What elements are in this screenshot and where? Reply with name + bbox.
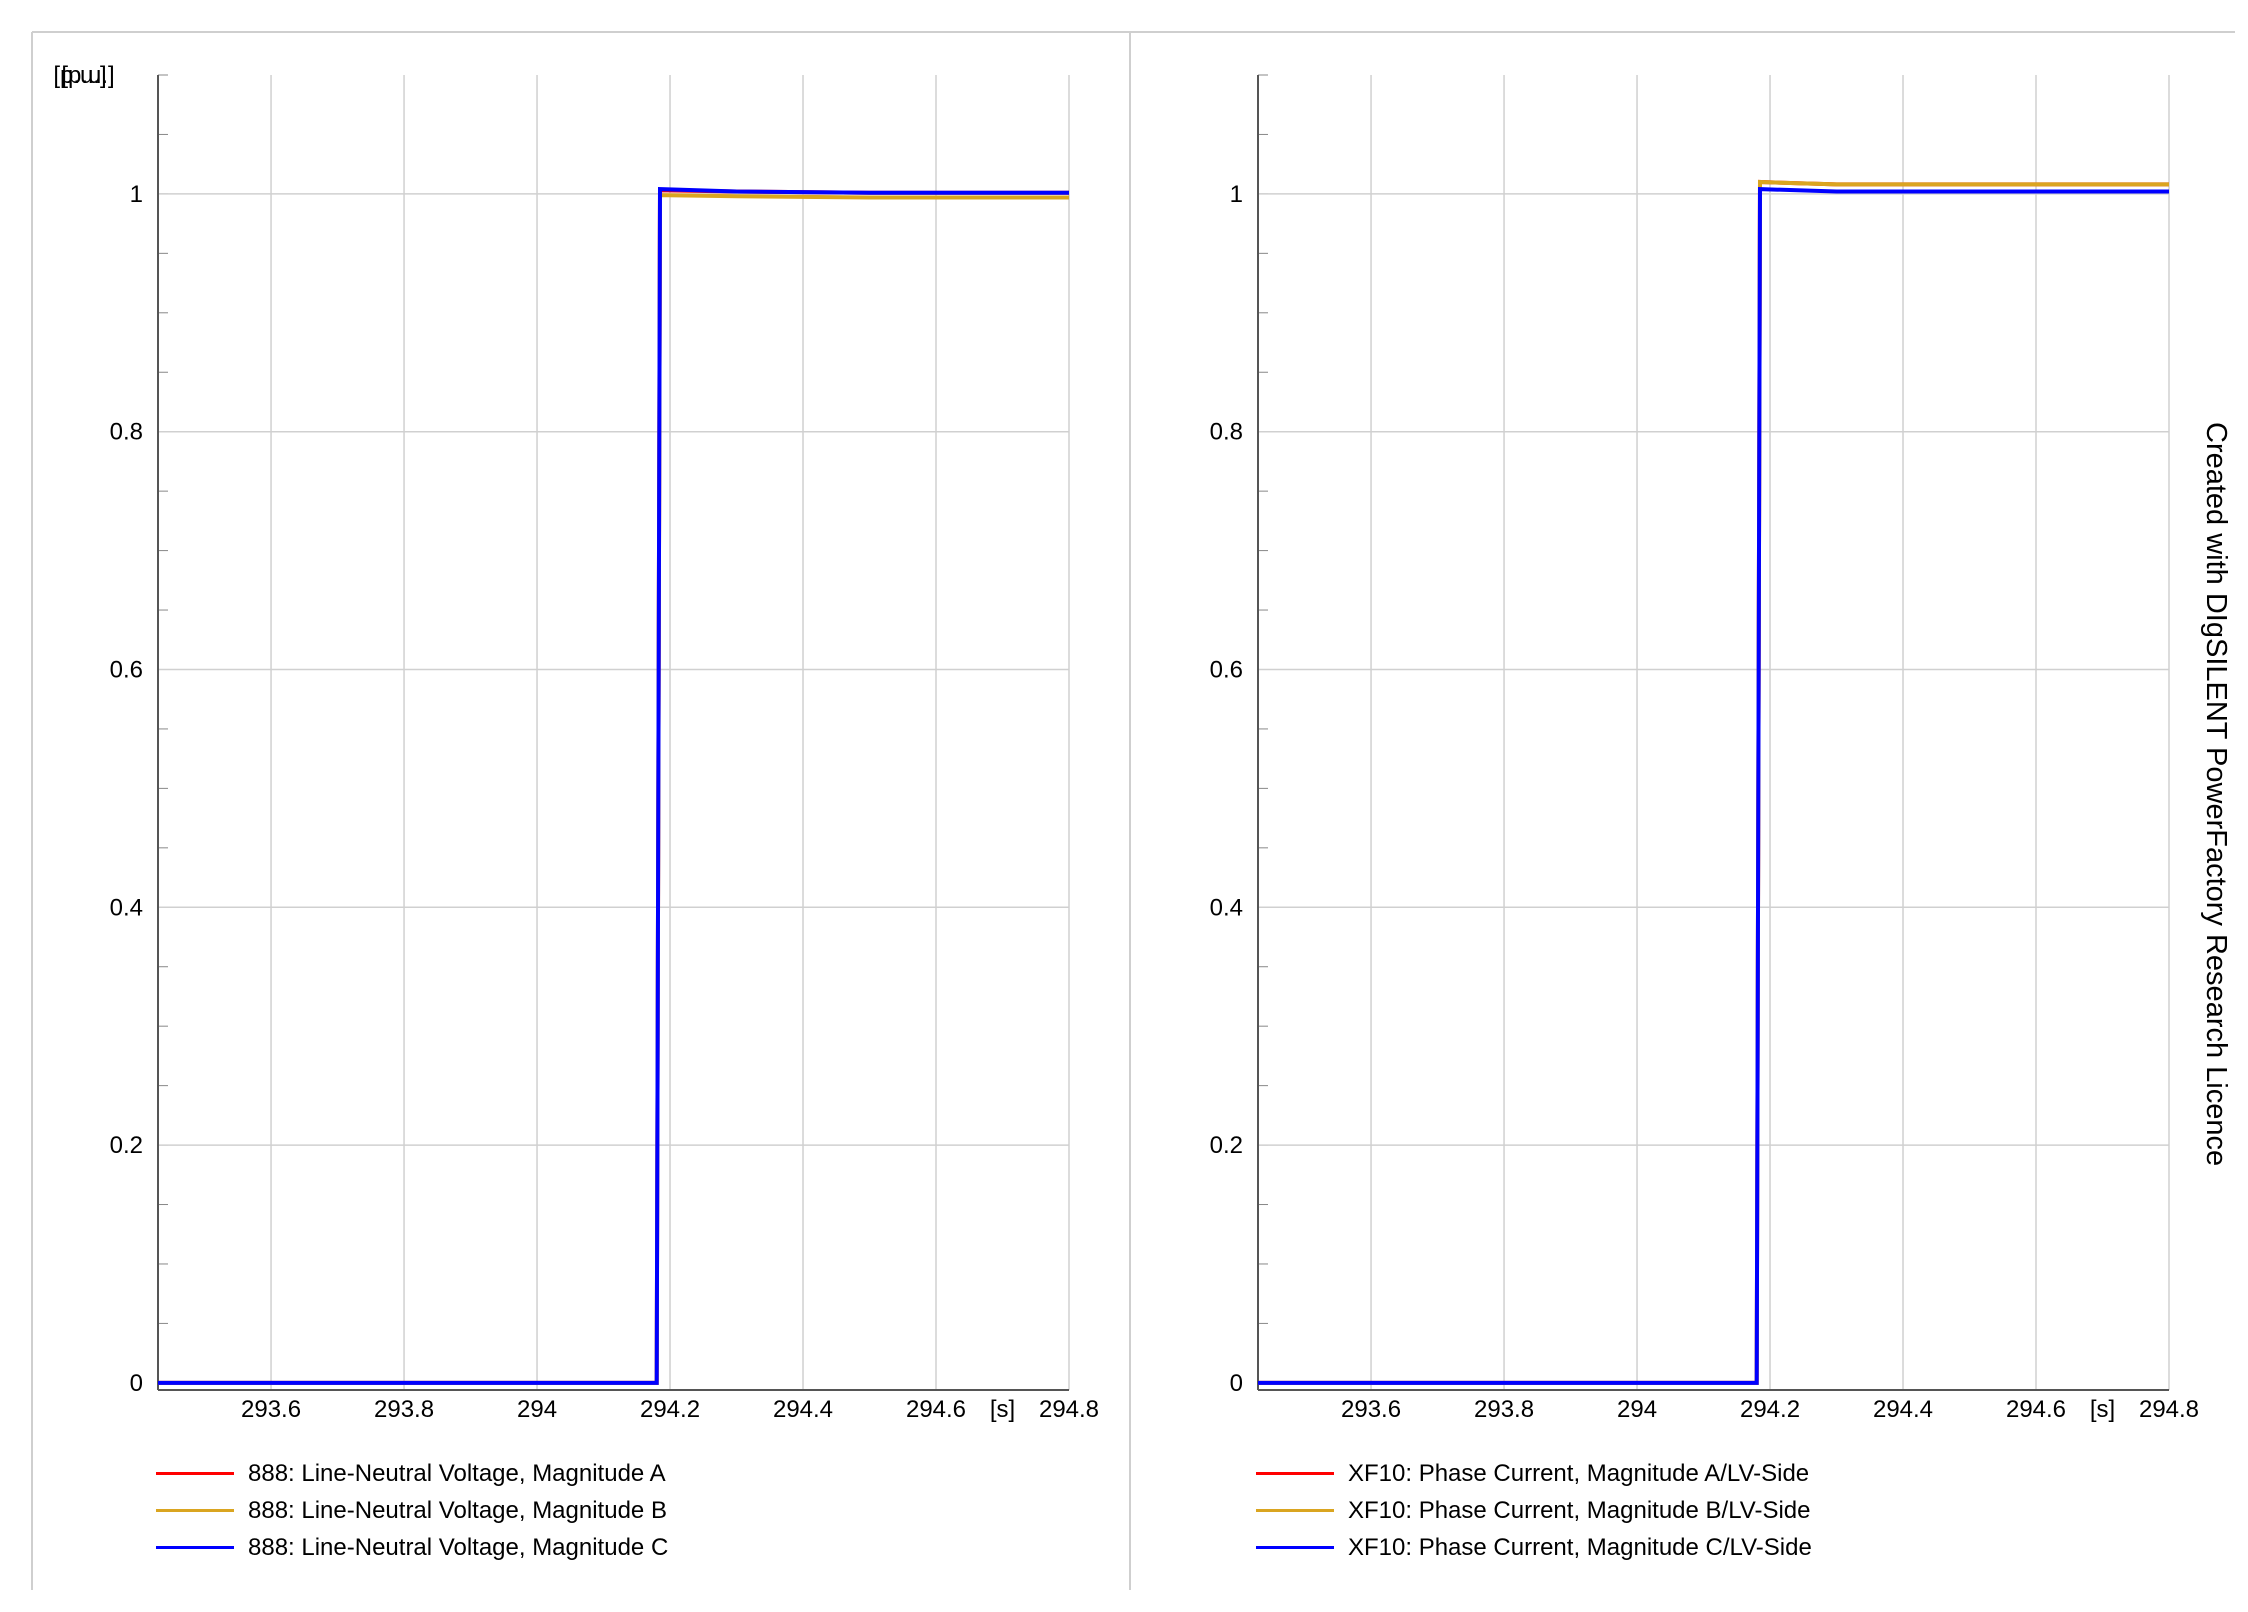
x-tick-label: 294.2 bbox=[1740, 1396, 1800, 1423]
legend-swatch-red bbox=[156, 1472, 234, 1475]
x-tick-label: 294 bbox=[517, 1396, 557, 1423]
legend-swatch-blue bbox=[156, 1546, 234, 1549]
x-tick-label: 293.8 bbox=[1474, 1396, 1534, 1423]
legend-item: 888: Line-Neutral Voltage, Magnitude C bbox=[156, 1529, 668, 1566]
x-tick-label: 293.8 bbox=[374, 1396, 434, 1423]
legend-swatch-gold bbox=[156, 1509, 234, 1512]
legend-item: 888: Line-Neutral Voltage, Magnitude B bbox=[156, 1492, 668, 1529]
series-line bbox=[1258, 179, 2169, 1385]
y-tick-label: 0 bbox=[1230, 1370, 1243, 1397]
y-tick-label: 0 bbox=[130, 1370, 143, 1397]
y-tick-label: 0.8 bbox=[1210, 419, 1243, 446]
series-line bbox=[1258, 187, 2169, 1385]
current-plot: 293.6 293.8 294 294.2 294.4 294.6 294.8 0 0.2 0.4… bbox=[61, 62, 2199, 1423]
legend-swatch-gold bbox=[1256, 1509, 1334, 1512]
voltage-legend: 888: Line-Neutral Voltage, Magnitude A 8… bbox=[156, 1455, 668, 1566]
x-tick-label: 294.6 bbox=[906, 1396, 966, 1423]
watermark-text: Created with DIgSILENT PowerFactory Rese… bbox=[2200, 422, 2232, 1167]
x-tick-label: 293.6 bbox=[1341, 1396, 1401, 1423]
legend-label: 888: Line-Neutral Voltage, Magnitude A bbox=[248, 1459, 666, 1487]
legend-swatch-red bbox=[1256, 1472, 1334, 1475]
current-legend: XF10: Phase Current, Magnitude A/LV-Side… bbox=[1256, 1455, 1812, 1566]
y-tick-label: 0.2 bbox=[1210, 1132, 1243, 1159]
x-tick-label: 294.2 bbox=[640, 1396, 700, 1423]
y-tick-label: 0.6 bbox=[1210, 656, 1243, 683]
series-line bbox=[158, 188, 1069, 1385]
x-tick-label: 294.4 bbox=[1873, 1396, 1933, 1423]
legend-label: XF10: Phase Current, Magnitude A/LV-Side bbox=[1348, 1459, 1810, 1487]
series-line bbox=[158, 193, 1069, 1385]
legend-label: 888: Line-Neutral Voltage, Magnitude B bbox=[248, 1496, 667, 1524]
x-tick-label: 294.6 bbox=[2006, 1396, 2066, 1423]
legend-swatch-blue bbox=[1256, 1546, 1334, 1549]
legend-item: 888: Line-Neutral Voltage, Magnitude A bbox=[156, 1455, 668, 1492]
legend-label: 888: Line-Neutral Voltage, Magnitude C bbox=[248, 1533, 669, 1561]
y-unit-label: [p.u.] bbox=[61, 62, 114, 89]
y-tick-label: 0.4 bbox=[110, 894, 143, 921]
voltage-plot: 293.6 293.8 294 294.2 294.4 294.6 294.8 0 0.2 0.4… bbox=[53, 62, 1099, 1423]
x-tick-label: 294.4 bbox=[773, 1396, 833, 1423]
y-tick-label: 0.2 bbox=[110, 1132, 143, 1159]
legend-item: XF10: Phase Current, Magnitude A/LV-Side bbox=[1256, 1455, 1812, 1492]
x-tick-label: 293.6 bbox=[241, 1396, 301, 1423]
x-tick-label: 294.8 bbox=[2139, 1396, 2199, 1423]
series-line bbox=[158, 187, 1069, 1385]
y-tick-label: 0.8 bbox=[110, 419, 143, 446]
x-tick-label: 294.8 bbox=[1039, 1396, 1099, 1423]
y-tick-label: 1 bbox=[1230, 181, 1243, 208]
y-tick-label: 0.6 bbox=[110, 656, 143, 683]
legend-item: XF10: Phase Current, Magnitude B/LV-Side bbox=[1256, 1492, 1812, 1529]
x-tick-label: 294 bbox=[1617, 1396, 1657, 1423]
y-tick-label: 0.4 bbox=[1210, 894, 1243, 921]
x-unit-label: [s] bbox=[2090, 1396, 2115, 1423]
legend-item: XF10: Phase Current, Magnitude C/LV-Side bbox=[1256, 1529, 1812, 1566]
legend-label: XF10: Phase Current, Magnitude C/LV-Side bbox=[1348, 1533, 1812, 1561]
series-line bbox=[1258, 179, 2169, 1385]
x-unit-label: [s] bbox=[990, 1396, 1015, 1423]
y-tick-label: 1 bbox=[130, 181, 143, 208]
legend-label: XF10: Phase Current, Magnitude B/LV-Side bbox=[1348, 1496, 1811, 1524]
y-unit-label: [p.u.] bbox=[53, 62, 106, 89]
